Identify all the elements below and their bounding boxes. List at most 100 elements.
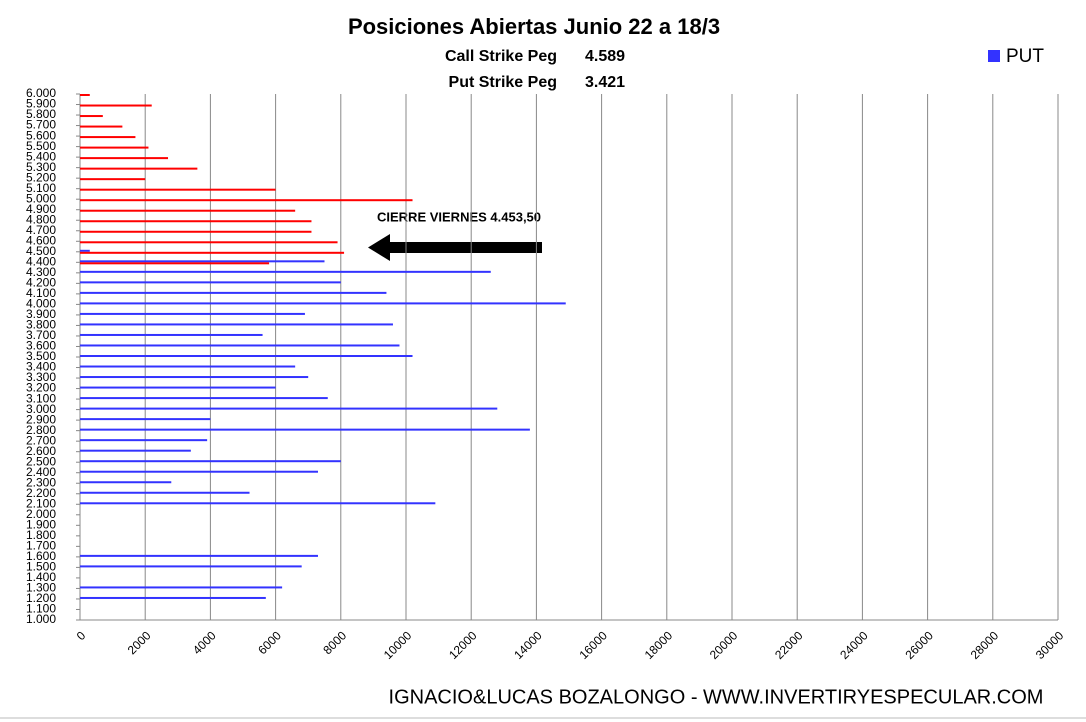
bar	[80, 554, 318, 557]
y-tick-label: 5.000	[26, 191, 56, 205]
bar	[80, 157, 169, 160]
bar	[80, 418, 211, 421]
y-tick-label: 1.800	[26, 528, 56, 542]
legend-swatch	[988, 50, 1000, 62]
y-tick-label: 2.500	[26, 454, 56, 468]
bar	[80, 199, 413, 202]
bar	[80, 596, 266, 599]
bar	[80, 481, 172, 484]
y-tick-label: 4.900	[26, 202, 56, 216]
bar	[80, 449, 191, 452]
y-tick-label: 6.000	[26, 86, 56, 100]
y-tick-label: 4.700	[26, 223, 56, 237]
y-tick-label: 3.700	[26, 328, 56, 342]
y-tick-label: 3.400	[26, 360, 56, 374]
bar	[80, 241, 338, 244]
y-tick-label: 1.100	[26, 602, 56, 616]
y-tick-label: 4.100	[26, 286, 56, 300]
y-tick-label: 2.400	[26, 465, 56, 479]
bar	[80, 291, 387, 294]
y-tick-label: 3.900	[26, 307, 56, 321]
bar	[80, 178, 146, 181]
bar	[80, 407, 498, 410]
bar	[80, 230, 312, 233]
bar	[80, 125, 123, 128]
header-value: 3.421	[585, 74, 625, 91]
y-tick-label: 5.600	[26, 128, 56, 142]
y-tick-label: 3.600	[26, 339, 56, 353]
y-tick-label: 5.900	[26, 97, 56, 111]
footer: IGNACIO&LUCAS BOZALONGO - WWW.INVERTIRYE…	[389, 686, 1044, 708]
y-tick-label: 1.200	[26, 591, 56, 605]
y-tick-label: 5.500	[26, 139, 56, 153]
bar	[80, 502, 436, 505]
bar	[80, 323, 393, 326]
bar	[80, 188, 276, 191]
y-tick-label: 4.600	[26, 233, 56, 247]
bar	[80, 302, 566, 305]
y-tick-label: 3.200	[26, 381, 56, 395]
bar	[80, 428, 530, 431]
bar	[80, 209, 296, 212]
bar	[80, 115, 103, 118]
bar	[80, 251, 345, 254]
y-tick-label: 5.700	[26, 118, 56, 132]
bar	[80, 586, 283, 589]
legend-label: PUT	[1006, 46, 1044, 67]
y-tick-label: 3.800	[26, 318, 56, 332]
y-tick-label: 1.600	[26, 549, 56, 563]
y-tick-label: 4.500	[26, 244, 56, 258]
bar	[80, 260, 325, 263]
header-label: Call Strike Peg	[445, 48, 557, 65]
header-value: 4.589	[585, 48, 625, 65]
bar	[80, 262, 270, 265]
bar	[80, 439, 208, 442]
y-tick-label: 1.700	[26, 539, 56, 553]
y-tick-label: 5.400	[26, 149, 56, 163]
y-tick-label: 5.100	[26, 181, 56, 195]
bar	[80, 249, 90, 252]
arrow	[368, 234, 542, 261]
y-tick-label: 2.700	[26, 433, 56, 447]
y-tick-label: 3.500	[26, 349, 56, 363]
bar	[80, 270, 491, 273]
y-tick-label: 1.300	[26, 581, 56, 595]
y-tick-label: 2.600	[26, 444, 56, 458]
bar	[80, 376, 309, 379]
bar	[80, 146, 149, 149]
y-tick-label: 2.300	[26, 475, 56, 489]
header-label: Put Strike Peg	[449, 74, 557, 91]
bar	[80, 470, 318, 473]
bar	[80, 104, 152, 107]
bar	[80, 365, 296, 368]
bar	[80, 94, 90, 96]
y-tick-label: 2.900	[26, 412, 56, 426]
bar	[80, 491, 250, 494]
y-tick-label: 4.200	[26, 276, 56, 290]
y-tick-label: 3.000	[26, 402, 56, 416]
bar	[80, 167, 198, 170]
y-tick-label: 2.800	[26, 423, 56, 437]
bar	[80, 565, 302, 568]
y-tick-label: 4.000	[26, 297, 56, 311]
bar	[80, 281, 341, 284]
y-tick-label: 2.100	[26, 496, 56, 510]
y-tick-label: 1.500	[26, 560, 56, 574]
bar	[80, 460, 341, 463]
bar	[80, 397, 328, 400]
bar	[80, 344, 400, 347]
y-tick-label: 5.200	[26, 170, 56, 184]
bar	[80, 136, 136, 139]
y-tick-label: 1.400	[26, 570, 56, 584]
y-tick-label: 1.000	[26, 612, 56, 626]
chart-title: Posiciones Abiertas Junio 22 a 18/3	[348, 14, 720, 39]
y-tick-label: 2.200	[26, 486, 56, 500]
bar	[80, 312, 305, 315]
y-tick-label: 3.100	[26, 391, 56, 405]
bar	[80, 220, 312, 223]
y-tick-label: 4.300	[26, 265, 56, 279]
y-tick-label: 1.900	[26, 517, 56, 531]
bar	[80, 386, 276, 389]
